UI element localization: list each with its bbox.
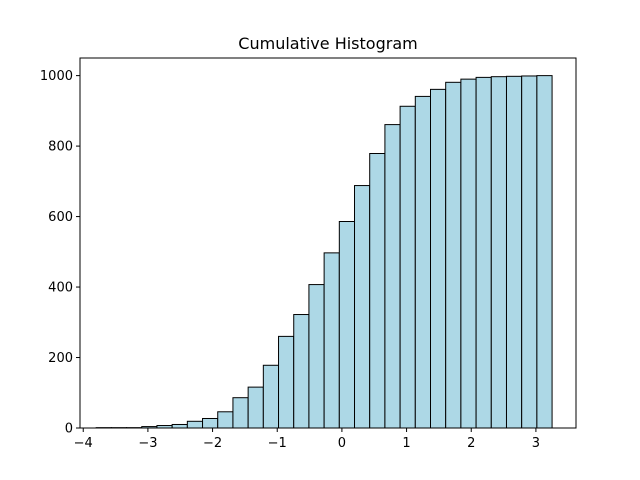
x-tick-label: −1	[268, 436, 287, 451]
histogram-bar	[369, 153, 386, 429]
y-tick-label: 200	[48, 351, 73, 366]
histogram-bar	[338, 221, 356, 429]
histogram-bar	[354, 185, 371, 429]
chart-title: Cumulative Histogram	[238, 34, 417, 53]
y-tick-label: 800	[48, 140, 73, 155]
histogram-bar	[475, 76, 492, 429]
histogram-bar	[247, 386, 264, 429]
x-tick-label: 2	[467, 436, 475, 451]
x-axis: −4 −3 −2 −1 0 1 2 3	[74, 428, 540, 451]
histogram-bar	[278, 335, 295, 429]
histogram-bar	[430, 88, 447, 429]
histogram-bar	[217, 411, 234, 429]
histogram-bar	[171, 423, 188, 429]
x-tick-label: 3	[532, 436, 540, 451]
histogram-bar	[521, 75, 538, 429]
histogram-bar	[293, 314, 310, 429]
histogram-bar	[490, 76, 507, 429]
x-tick-label: 0	[338, 436, 346, 451]
y-axis: 0 200 400 600 800 1000	[40, 69, 80, 437]
histogram-bar	[505, 75, 523, 429]
y-tick-label: 600	[48, 210, 73, 225]
histogram-bars	[95, 75, 553, 429]
y-tick-label: 1000	[40, 69, 73, 84]
histogram-bar	[414, 95, 431, 429]
histogram-bar	[460, 78, 477, 429]
histogram-bar	[232, 397, 249, 429]
x-tick-label: −3	[138, 436, 157, 451]
y-tick-label: 0	[65, 422, 73, 437]
histogram-bar	[399, 105, 416, 429]
histogram-bar	[186, 420, 204, 429]
x-tick-label: 1	[402, 436, 410, 451]
plot-frame	[79, 57, 577, 429]
histogram-bar	[384, 124, 401, 429]
histogram-bar	[262, 364, 280, 429]
histogram-bar	[202, 417, 219, 429]
histogram-bar	[323, 252, 340, 429]
y-tick-label: 400	[48, 281, 73, 296]
histogram-bar	[445, 81, 462, 429]
histogram-bar	[308, 284, 325, 429]
x-tick-label: −2	[203, 436, 222, 451]
histogram-bar	[536, 75, 553, 429]
x-tick-label: −4	[74, 436, 93, 451]
